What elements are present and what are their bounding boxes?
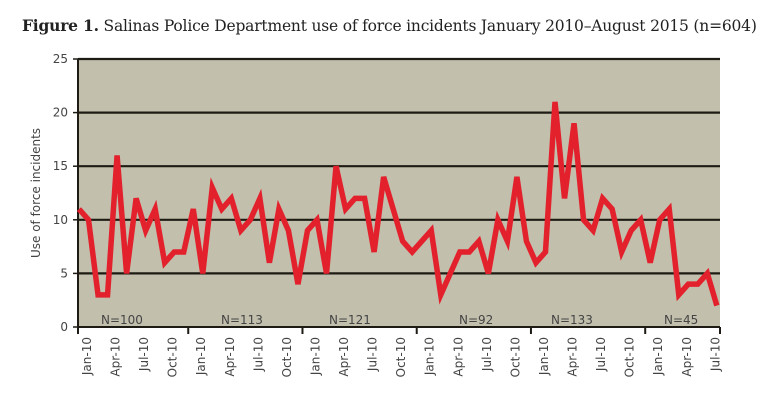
plot-background: [78, 59, 720, 327]
annotation-2012: N=121: [329, 313, 371, 327]
annotation-2013: N=92: [459, 313, 493, 327]
x-tick-label: Oct-10: [280, 337, 294, 377]
x-tick-label: Oct-10: [394, 337, 408, 377]
x-tick-label: Oct-10: [623, 337, 637, 377]
title-text: Salinas Police Department use of force i…: [103, 17, 757, 35]
x-tick-label: Apr-10: [680, 337, 694, 377]
x-tick-label: Jul-10: [251, 337, 265, 372]
x-tick-label: Jan-10: [651, 337, 665, 376]
x-tick-label: Apr-10: [337, 337, 351, 377]
x-tick-label: Jan-10: [80, 337, 94, 376]
y-tick-label-5: 5: [60, 266, 68, 280]
annotation-2014: N=133: [551, 313, 593, 327]
chart-title: Figure 1. Salinas Police Department use …: [22, 16, 757, 35]
x-tick-label: Jul-10: [480, 337, 494, 372]
x-tick-label: Apr-10: [109, 337, 123, 377]
x-tick-label: Jul-10: [366, 337, 380, 372]
x-tick-label: Jan-10: [194, 337, 208, 376]
figure-label: Figure 1.: [22, 16, 99, 35]
y-tick-label-20: 20: [53, 106, 68, 120]
y-axis-label: Use of force incidents: [29, 128, 43, 258]
y-tick-label-0: 0: [60, 320, 68, 334]
y-tick-label-15: 15: [53, 159, 68, 173]
x-tick-label: Jul-10: [594, 337, 608, 372]
annotation-2011: N=113: [221, 313, 263, 327]
x-tick-label: Jul-10: [137, 337, 151, 372]
x-tick-label: Jan-10: [537, 337, 551, 376]
series-line: [76, 101, 720, 307]
x-tick-label: Apr-10: [451, 337, 465, 377]
x-tick-label: Jan-10: [423, 337, 437, 376]
x-tick-label: Oct-10: [166, 337, 180, 377]
x-tick-label: Oct-10: [508, 337, 522, 377]
x-tick-label: Jul-10: [708, 337, 722, 372]
annotation-2015: N=45: [664, 313, 698, 327]
x-tick-label: Jan-10: [308, 337, 322, 376]
x-tick-label: Apr-10: [223, 337, 237, 377]
y-tick-label-25: 25: [53, 52, 68, 66]
annotation-2010: N=100: [101, 313, 143, 327]
y-tick-label-10: 10: [53, 213, 68, 227]
x-tick-label: Apr-10: [566, 337, 580, 377]
